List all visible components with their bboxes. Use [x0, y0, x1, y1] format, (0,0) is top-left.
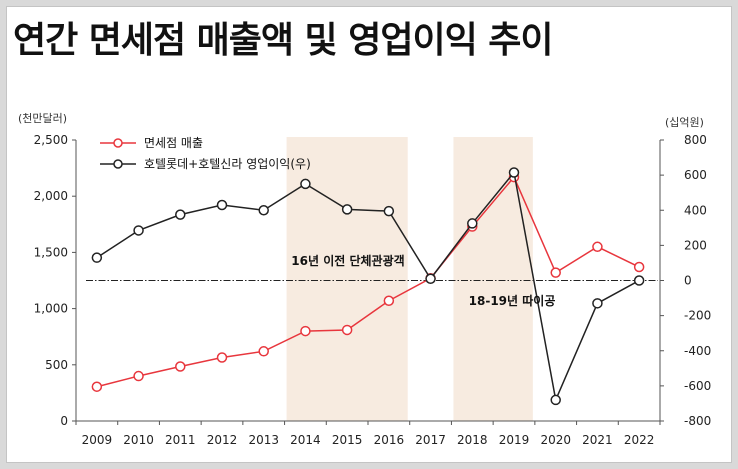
y-right-tick-label: 200	[684, 238, 707, 252]
series-line-1	[96, 175, 640, 388]
y-right-tick-label: -400	[684, 344, 711, 358]
y-left-tick-label: 2,500	[34, 133, 68, 147]
x-tick-label: 2019	[499, 433, 530, 447]
series-2-point	[425, 273, 436, 284]
y-right-tick-label: 0	[684, 274, 692, 288]
series-2-point	[300, 178, 311, 190]
y-right-tick-label: -200	[684, 309, 711, 323]
legend-marker-2	[113, 159, 123, 169]
series-2-point	[91, 252, 103, 263]
y-left-tick-label: 0	[60, 414, 68, 428]
y-right-tick-label: -800	[684, 414, 711, 428]
series-1-point	[550, 267, 561, 278]
y-left-tick-label: 500	[45, 358, 68, 372]
series-2-point	[633, 275, 645, 286]
series-2-point	[341, 204, 353, 215]
series-1-point	[633, 261, 645, 273]
x-tick-label: 2011	[165, 433, 196, 447]
series-2-point	[592, 298, 603, 309]
y-right-tick-label: 600	[684, 168, 707, 182]
chart-title: 연간 면세점 매출액 및 영업이익 추이	[13, 20, 553, 61]
series-2-point	[133, 225, 144, 236]
series-1-point	[341, 324, 353, 336]
x-tick-label: 2017	[415, 433, 446, 447]
x-tick-label: 2013	[248, 433, 279, 447]
x-tick-label: 2012	[207, 433, 238, 447]
series-1-point	[216, 352, 228, 363]
series-1-point	[133, 370, 144, 382]
series-1-point	[175, 361, 186, 372]
series-1-point	[383, 295, 395, 306]
y-right-tick-label: 400	[684, 203, 707, 217]
x-tick-label: 2021	[582, 433, 613, 447]
x-tick-label: 2015	[332, 433, 363, 447]
series-2-point	[383, 205, 395, 217]
series-2-point	[216, 199, 228, 211]
shaded-period-2	[453, 137, 533, 421]
y-left-tick-label: 2,000	[34, 189, 68, 203]
period-label-2: 18-19년 따이공	[469, 293, 556, 308]
x-tick-label: 2016	[374, 433, 405, 447]
x-tick-label: 2014	[290, 433, 321, 447]
series-1-point	[91, 381, 103, 392]
series-1-point	[592, 241, 603, 253]
series-2-point	[550, 394, 561, 406]
x-tick-label: 2018	[457, 433, 488, 447]
period-label-1: 16년 이전 단체관광객	[291, 253, 404, 268]
y-right-tick-label: -600	[684, 379, 711, 393]
y-left-tick-label: 1,000	[34, 302, 68, 316]
series-2-point	[508, 167, 520, 178]
x-tick-label: 2010	[123, 433, 154, 447]
legend-label-2: 호텔롯데+호텔신라 영업이익(우)	[144, 157, 311, 171]
series-2-point	[258, 205, 269, 216]
y-left-unit-label: (천만달러)	[18, 111, 67, 125]
legend-marker-1	[113, 138, 123, 148]
x-tick-label: 2022	[624, 433, 655, 447]
y-right-tick-label: 800	[684, 133, 707, 147]
series-1-point	[300, 325, 311, 337]
series-2-point	[175, 209, 186, 220]
series-1-point	[258, 346, 269, 357]
y-left-tick-label: 1,500	[34, 245, 68, 259]
y-right-unit-label: (십억원)	[665, 116, 704, 129]
x-tick-label: 2009	[82, 433, 113, 447]
series-line-2	[96, 170, 640, 403]
series-2-point	[467, 218, 478, 229]
legend-label-1: 면세점 매출	[144, 136, 203, 150]
x-tick-label: 2020	[540, 433, 571, 447]
